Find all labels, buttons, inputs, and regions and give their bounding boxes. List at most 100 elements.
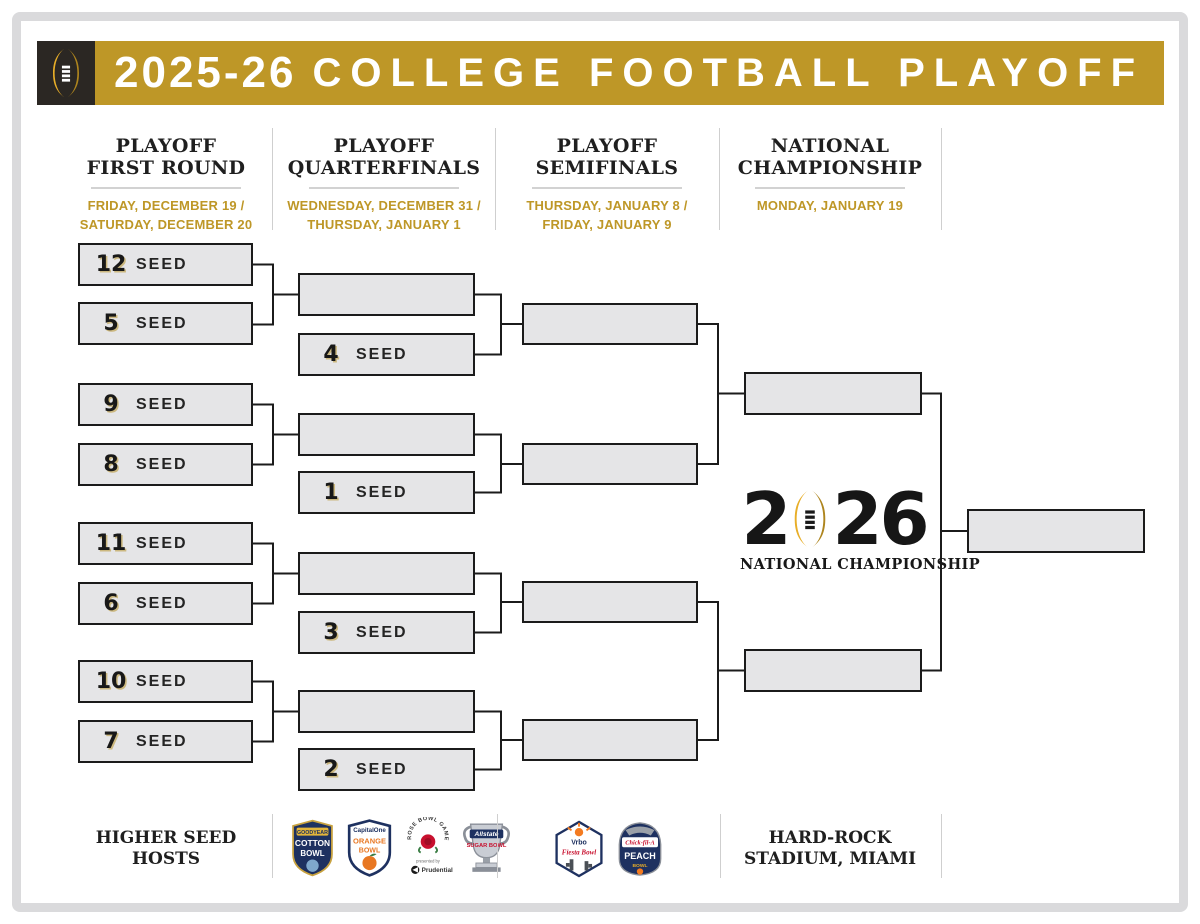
logo-subtitle: NATIONAL CHAMPIONSHIP: [740, 556, 981, 573]
round-title: PLAYOFF: [556, 135, 658, 157]
seed-number: 4: [323, 342, 339, 367]
footer-divider: [720, 814, 721, 878]
bracket-slot-seed-11: 11 SEED: [78, 522, 253, 565]
banner-title: COLLEGE FOOTBALL PLAYOFF: [312, 50, 1145, 95]
round-title: PLAYOFF: [115, 135, 217, 157]
svg-text:BOWL: BOWL: [300, 849, 324, 858]
venue-note: HARD-ROCK STADIUM, MIAMI: [724, 828, 936, 871]
header-underline: [532, 186, 682, 189]
seed-number: 5: [103, 311, 119, 336]
cfp-logo-square: [37, 41, 95, 105]
seed-word: SEED: [136, 594, 188, 612]
seed-number: 10: [95, 669, 127, 694]
round-header-quarterfinals: PLAYOFF QUARTERFINALS WEDNESDAY, DECEMBE…: [276, 135, 492, 234]
bracket-slot-seed-6: 6 SEED: [78, 582, 253, 625]
svg-text:Allstate: Allstate: [474, 831, 499, 838]
svg-text:PEACH: PEACH: [624, 851, 656, 861]
header-banner: 2025-26 COLLEGE FOOTBALL PLAYOFF: [37, 41, 1164, 105]
seed-word: SEED: [136, 732, 188, 750]
logo-digit-2: 2: [741, 477, 791, 561]
rose-bowl-logo: ROSE BOWL GAME presented by Prudential: [407, 817, 453, 874]
seed-number: 6: [103, 591, 119, 616]
seed-number: 12: [95, 252, 127, 277]
round-date-2: FRIDAY, JANUARY 9: [542, 216, 672, 232]
higher-seed-hosts-note: HIGHER SEED HOSTS: [60, 828, 272, 871]
round-date-2: SATURDAY, DECEMBER 20: [79, 216, 253, 232]
bracket-slot-qf-winner: [298, 690, 475, 733]
seed-number: 7: [103, 729, 119, 754]
svg-text:Chick-fil-A: Chick-fil-A: [625, 840, 654, 847]
footer-divider: [497, 814, 498, 878]
seed-number: 1: [323, 480, 339, 505]
bracket-slot-seed-2: 2 SEED: [298, 748, 475, 791]
bracket-slot-semifinal: [522, 719, 698, 761]
logo-digits-26: 26: [832, 477, 929, 561]
round-title-2: FIRST ROUND: [86, 156, 246, 179]
svg-text:CapitalOne: CapitalOne: [353, 827, 386, 834]
bracket-slot-seed-9: 9 SEED: [78, 383, 253, 426]
peach-bowl-logo: Chick-fil-A PEACH BOWL: [618, 822, 662, 876]
venue-line1: HARD-ROCK: [768, 828, 892, 848]
seed-word: SEED: [356, 483, 408, 501]
seed-word: SEED: [136, 255, 188, 273]
bracket-slot-seed-1: 1 SEED: [298, 471, 475, 514]
bracket-slot-semifinal: [522, 303, 698, 345]
round-header-semifinals: PLAYOFF SEMIFINALS THURSDAY, JANUARY 8 /…: [499, 135, 715, 234]
semifinal-bowl-logos: Vrbo Fiesta Bowl Chick-fil-A PEACH BOWL: [551, 820, 667, 878]
svg-text:COTTON: COTTON: [295, 838, 330, 848]
seed-word: SEED: [136, 395, 188, 413]
bracket-slot-seed-4: 4 SEED: [298, 333, 475, 376]
footer-divider: [272, 814, 273, 878]
round-date: MONDAY, JANUARY 19: [756, 197, 904, 213]
seed-word: SEED: [356, 760, 408, 778]
round-date: THURSDAY, JANUARY 8 /: [526, 197, 688, 213]
cfp-trophy-icon: [795, 490, 826, 548]
bracket-slot-qf-winner: [298, 273, 475, 316]
header-divider: [941, 128, 942, 230]
svg-text:Vrbo: Vrbo: [571, 839, 587, 846]
bracket-slot-finalist: [744, 372, 922, 415]
fiesta-bowl-logo: Vrbo Fiesta Bowl: [555, 820, 603, 878]
round-header-championship: NATIONAL CHAMPIONSHIP MONDAY, JANUARY 19: [722, 135, 938, 216]
host-note-line1: HIGHER SEED: [95, 828, 237, 848]
bracket-slot-semifinal: [522, 443, 698, 485]
svg-text:SUGAR BOWL: SUGAR BOWL: [467, 843, 507, 849]
seed-word: SEED: [356, 345, 408, 363]
round-date: FRIDAY, DECEMBER 19 /: [87, 197, 245, 213]
seed-number: 3: [323, 620, 339, 645]
footer-divider: [941, 814, 942, 878]
round-title-2: SEMIFINALS: [535, 156, 679, 179]
svg-text:Fiesta Bowl: Fiesta Bowl: [562, 849, 596, 857]
bracket-slot-seed-12: 12 SEED: [78, 243, 253, 286]
svg-text:BOWL: BOWL: [359, 847, 381, 854]
venue-line2: STADIUM, MIAMI: [743, 849, 917, 870]
bracket-slot-seed-8: 8 SEED: [78, 443, 253, 486]
seed-number: 9: [103, 392, 119, 417]
round-title: PLAYOFF: [333, 135, 435, 157]
svg-text:ORANGE: ORANGE: [353, 837, 386, 846]
host-note-line2: HOSTS: [131, 849, 201, 870]
seed-word: SEED: [136, 672, 188, 690]
round-header-first-round: PLAYOFF FIRST ROUND FRIDAY, DECEMBER 19 …: [58, 135, 274, 234]
seed-number: 11: [95, 531, 127, 556]
svg-text:GOODYEAR: GOODYEAR: [297, 830, 328, 836]
seed-word: SEED: [136, 314, 188, 332]
round-title-2: CHAMPIONSHIP: [737, 156, 923, 179]
seed-number: 8: [103, 452, 119, 477]
bracket-slot-semifinal: [522, 581, 698, 623]
round-title: NATIONAL: [770, 135, 890, 157]
sugar-bowl-logo: Allstate SUGAR BOWL: [462, 823, 511, 872]
round-title-2: QUARTERFINALS: [287, 156, 481, 179]
header-underline: [91, 186, 241, 189]
cfp-trophy-icon: [53, 48, 79, 98]
cotton-bowl-logo: GOODYEAR COTTON BOWL: [292, 819, 333, 877]
svg-text:Prudential: Prudential: [422, 867, 453, 874]
national-championship-logo: 2 26 NATIONAL CHAMPIONSHIP: [740, 477, 981, 573]
quarterfinal-bowl-logos: GOODYEAR COTTON BOWL CapitalOne ORANGE B…: [286, 817, 513, 879]
bracket-slot-seed-7: 7 SEED: [78, 720, 253, 763]
orange-bowl-logo: CapitalOne ORANGE BOWL: [347, 819, 392, 877]
seed-word: SEED: [136, 534, 188, 552]
bracket-slot-champion: [967, 509, 1145, 553]
seed-number: 2: [323, 757, 339, 782]
